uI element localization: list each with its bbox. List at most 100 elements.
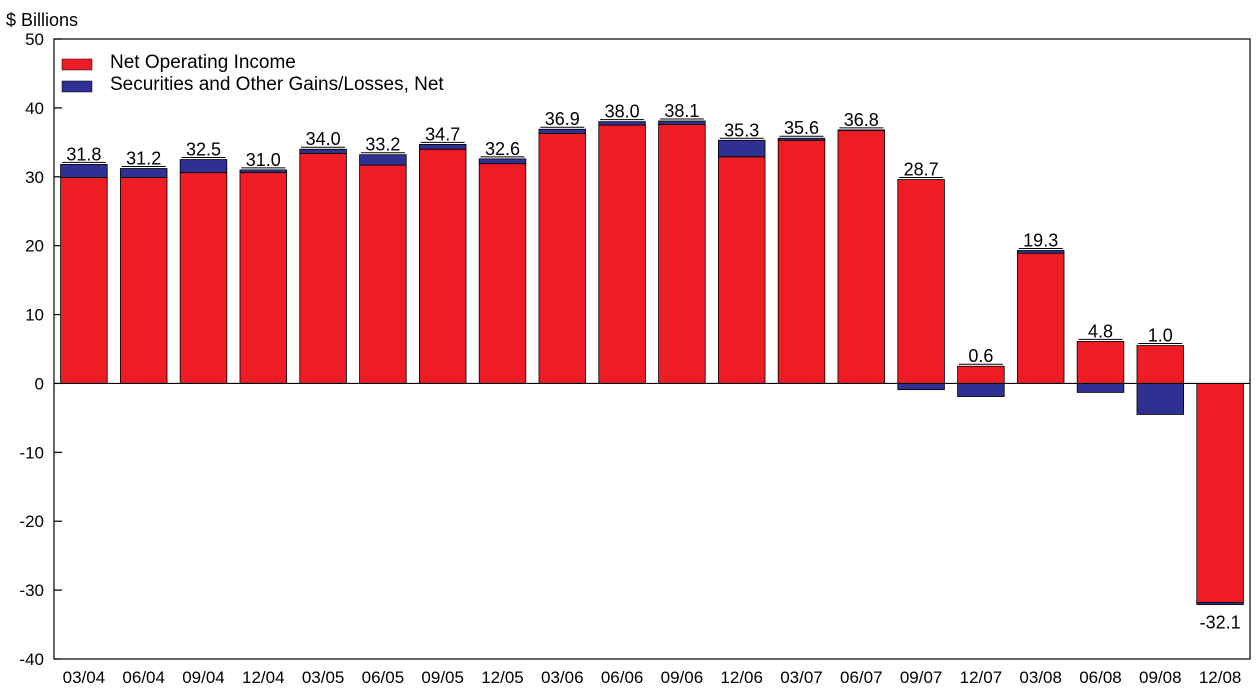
bar-securities-gains-losses	[418, 143, 467, 150]
x-tick-label: 09/04	[182, 668, 225, 687]
bar-net-operating-income	[658, 124, 706, 384]
total-label: 4.8	[1088, 321, 1113, 341]
bar-net-operating-income	[717, 156, 766, 384]
bar-net-operating-income	[1016, 252, 1065, 384]
bar-net-operating-income	[418, 148, 467, 384]
bar-net-operating-income	[478, 163, 527, 384]
total-label: 34.7	[425, 124, 460, 144]
bar-securities-gains-losses	[717, 139, 766, 158]
legend-swatch-net-operating-income	[61, 58, 93, 71]
bar-securities-gains-losses	[598, 121, 646, 126]
total-label: 31.2	[126, 149, 161, 169]
bar-net-operating-income	[538, 132, 587, 384]
x-tick-label: 03/06	[541, 668, 584, 687]
bar-securities-gains-losses	[119, 168, 168, 178]
y-tick-label: 0	[35, 374, 44, 393]
bar-securities-gains-losses	[837, 129, 886, 132]
bar-net-operating-income	[299, 152, 347, 384]
bar-securities-gains-losses	[1196, 602, 1244, 605]
bar-securities-gains-losses	[359, 154, 407, 166]
plot-frame	[53, 38, 1251, 660]
bar-securities-gains-losses	[60, 163, 108, 178]
bar-securities-gains-losses	[897, 383, 945, 391]
x-tick-label: 12/04	[242, 668, 285, 687]
bar-net-operating-income	[957, 365, 1005, 384]
bar-securities-gains-losses	[538, 128, 587, 134]
bar-net-operating-income	[777, 139, 826, 384]
total-label: 36.8	[844, 110, 879, 130]
x-tick-label: 06/07	[840, 668, 883, 687]
x-tick-label: 03/08	[1019, 668, 1062, 687]
y-tick-label: 50	[25, 30, 44, 49]
bar-net-operating-income	[1076, 341, 1125, 384]
y-tick-label: -10	[19, 443, 44, 462]
total-label: 31.8	[66, 144, 101, 164]
x-tick-label: 06/06	[601, 668, 644, 687]
bar-securities-gains-losses	[1076, 383, 1125, 393]
total-label: 35.3	[724, 120, 759, 140]
x-tick-label: 09/05	[421, 668, 464, 687]
bar-securities-gains-losses	[1136, 383, 1185, 415]
y-tick-label: -20	[19, 512, 44, 531]
bar-securities-gains-losses	[478, 158, 527, 165]
x-tick-label: 06/08	[1079, 668, 1122, 687]
y-tick-label: 20	[25, 237, 44, 256]
bar-net-operating-income	[1196, 383, 1244, 603]
x-tick-label: 06/05	[362, 668, 405, 687]
y-tick-label: 30	[25, 168, 44, 187]
x-tick-label: 12/07	[960, 668, 1003, 687]
bar-net-operating-income	[837, 130, 886, 384]
bar-net-operating-income	[60, 177, 108, 384]
bar-securities-gains-losses	[957, 383, 1005, 397]
bar-net-operating-income	[897, 179, 945, 384]
x-tick-label: 12/06	[720, 668, 763, 687]
x-tick-label: 09/06	[661, 668, 704, 687]
bar-net-operating-income	[119, 177, 168, 384]
y-tick-label: -40	[19, 650, 44, 669]
total-label: 1.0	[1148, 326, 1173, 346]
bar-securities-gains-losses	[1016, 250, 1065, 254]
y-tick-label: 40	[25, 99, 44, 118]
legend: Net Operating Income Securities and Othe…	[61, 52, 444, 95]
plot-area: 50 40 30 20 10 0 -10 -20 -30 -40 03/04 31.8 06/04 31.…	[19, 30, 1251, 687]
total-label: 33.2	[365, 135, 400, 155]
bar-net-operating-income	[239, 172, 288, 384]
bar-securities-gains-losses	[299, 148, 347, 154]
y-axis-title: $ Billions	[6, 10, 78, 30]
x-tick-label: 03/07	[780, 668, 823, 687]
bar-net-operating-income	[359, 164, 407, 384]
x-tick-label: 06/04	[122, 668, 165, 687]
x-tick-label: 03/05	[302, 668, 345, 687]
total-label: 36.9	[545, 109, 580, 129]
y-tick-label: 10	[25, 306, 44, 325]
bar-net-operating-income	[598, 124, 646, 384]
total-label: 35.6	[784, 118, 819, 138]
bar-securities-gains-losses	[777, 137, 826, 141]
legend-label-net-operating-income: Net Operating Income	[110, 52, 296, 73]
bar-net-operating-income	[1136, 345, 1185, 384]
total-label: 32.5	[186, 140, 221, 160]
bar-securities-gains-losses	[239, 169, 288, 174]
total-label: 38.1	[664, 101, 699, 121]
total-label: 32.6	[485, 139, 520, 159]
bar-net-operating-income	[179, 172, 228, 384]
x-tick-label: 09/08	[1139, 668, 1182, 687]
total-label: 38.0	[605, 102, 640, 122]
total-label: 19.3	[1023, 230, 1058, 250]
x-tick-label: 09/07	[900, 668, 943, 687]
total-label: 31.0	[246, 150, 281, 170]
legend-swatch-securities-gains-losses	[61, 80, 93, 93]
x-tick-label: 12/08	[1199, 668, 1242, 687]
total-label: -32.1	[1200, 613, 1241, 633]
bar-securities-gains-losses	[658, 120, 706, 125]
y-tick-label: -30	[19, 581, 44, 600]
total-label: 28.7	[904, 160, 939, 180]
x-tick-label: 12/05	[481, 668, 524, 687]
x-tick-label: 03/04	[63, 668, 106, 687]
bar-securities-gains-losses	[179, 159, 228, 174]
total-label: 34.0	[306, 129, 341, 149]
legend-label-securities-gains-losses: Securities and Other Gains/Losses, Net	[110, 74, 444, 95]
total-label: 0.6	[968, 346, 993, 366]
